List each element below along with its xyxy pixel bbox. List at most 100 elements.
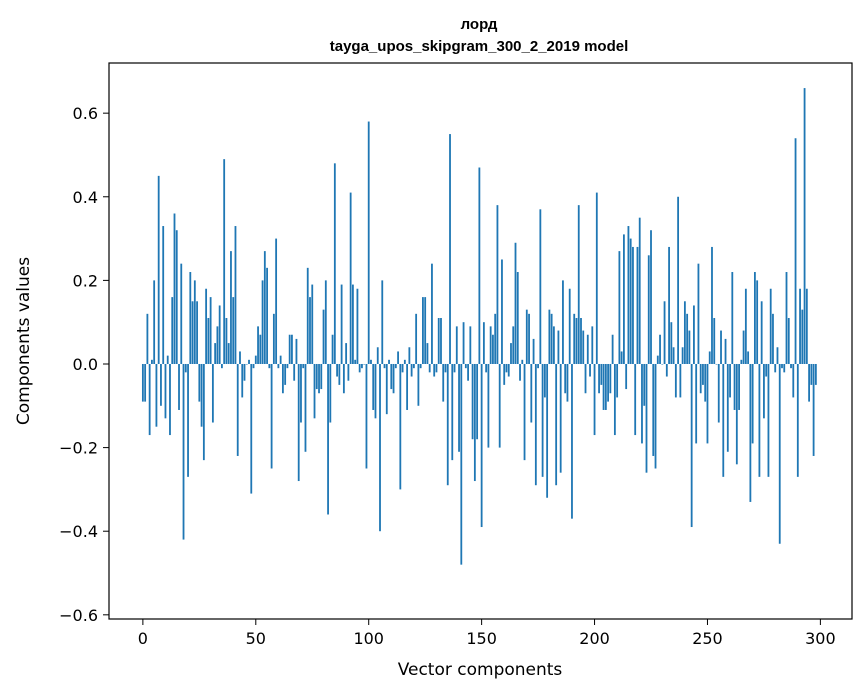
y-tick-label: −0.4 — [59, 522, 98, 541]
bar — [638, 217, 641, 364]
bar — [672, 347, 675, 364]
x-tick-label: 0 — [138, 629, 148, 648]
bar — [455, 326, 458, 364]
bar — [397, 351, 399, 364]
bar — [293, 363, 296, 381]
bar — [385, 363, 388, 415]
bar — [376, 347, 379, 364]
bar — [720, 330, 722, 364]
bar — [300, 363, 302, 423]
bar — [803, 88, 806, 364]
bar — [218, 305, 221, 364]
bar — [464, 363, 467, 369]
y-tick-label: −0.6 — [59, 606, 98, 625]
bar — [702, 363, 704, 385]
bar — [602, 363, 605, 410]
bar — [338, 363, 341, 385]
bar — [765, 363, 768, 377]
bar — [381, 280, 384, 364]
bar — [306, 267, 309, 364]
bar — [230, 251, 232, 364]
bar — [629, 238, 632, 364]
bar — [595, 192, 598, 364]
bar — [778, 363, 781, 544]
bar — [632, 246, 634, 364]
bar — [489, 326, 492, 364]
bar — [683, 301, 686, 364]
bar — [234, 226, 237, 364]
bar — [674, 363, 677, 398]
bar — [340, 284, 343, 364]
bar — [623, 234, 625, 364]
bar — [471, 363, 474, 440]
bar — [406, 363, 409, 410]
bars-group — [141, 88, 817, 565]
bar — [243, 363, 246, 381]
bar — [681, 347, 684, 364]
y-axis-ticks: −0.6 −0.4 −0.2 0.0 0.2 0.4 0.6 — [59, 104, 109, 625]
bar — [193, 280, 196, 364]
bar — [451, 363, 454, 461]
bar — [774, 363, 777, 373]
bar — [347, 363, 350, 381]
bar — [205, 288, 208, 364]
y-tick-label: 0.6 — [73, 104, 98, 123]
bar — [291, 334, 293, 364]
bar — [268, 363, 271, 369]
bar — [726, 363, 729, 452]
bar — [322, 309, 325, 364]
y-tick-label: −0.2 — [59, 439, 98, 458]
bar — [562, 280, 564, 364]
bar — [141, 363, 144, 402]
bar — [403, 359, 406, 364]
bar — [609, 363, 612, 394]
bar — [315, 363, 318, 390]
bar — [180, 263, 183, 364]
bar — [342, 363, 345, 394]
bar — [254, 355, 257, 364]
bar — [485, 363, 488, 373]
bar — [309, 297, 311, 364]
bar — [245, 363, 248, 365]
bar — [284, 363, 287, 385]
bar — [555, 363, 558, 486]
bar — [363, 363, 366, 365]
bar — [546, 363, 549, 498]
bar — [146, 313, 149, 364]
bar — [390, 363, 393, 390]
bar — [232, 297, 235, 364]
bar — [566, 363, 569, 402]
bar — [697, 263, 700, 364]
bar — [652, 363, 655, 456]
bar — [573, 313, 576, 364]
bar — [552, 326, 555, 364]
bar — [753, 272, 756, 364]
bar — [693, 305, 695, 364]
bar — [584, 363, 587, 394]
bar — [679, 363, 682, 398]
bar — [618, 251, 621, 364]
bar — [534, 363, 537, 486]
bar — [473, 363, 476, 482]
bar — [808, 363, 810, 402]
bar — [354, 359, 357, 364]
bar — [812, 363, 815, 456]
bar — [216, 326, 219, 364]
bar — [708, 351, 711, 364]
bar — [440, 318, 442, 364]
bar — [598, 363, 600, 394]
bar — [270, 363, 273, 469]
bar — [202, 363, 205, 461]
bar — [625, 363, 628, 390]
bar — [297, 363, 300, 482]
bar — [148, 363, 151, 436]
bar — [469, 326, 472, 364]
bar — [408, 347, 411, 364]
bar — [433, 363, 436, 377]
y-tick-label: 0.4 — [73, 188, 98, 207]
bar — [519, 363, 521, 381]
bar — [467, 363, 469, 381]
bar — [160, 363, 162, 406]
bar — [261, 280, 264, 364]
